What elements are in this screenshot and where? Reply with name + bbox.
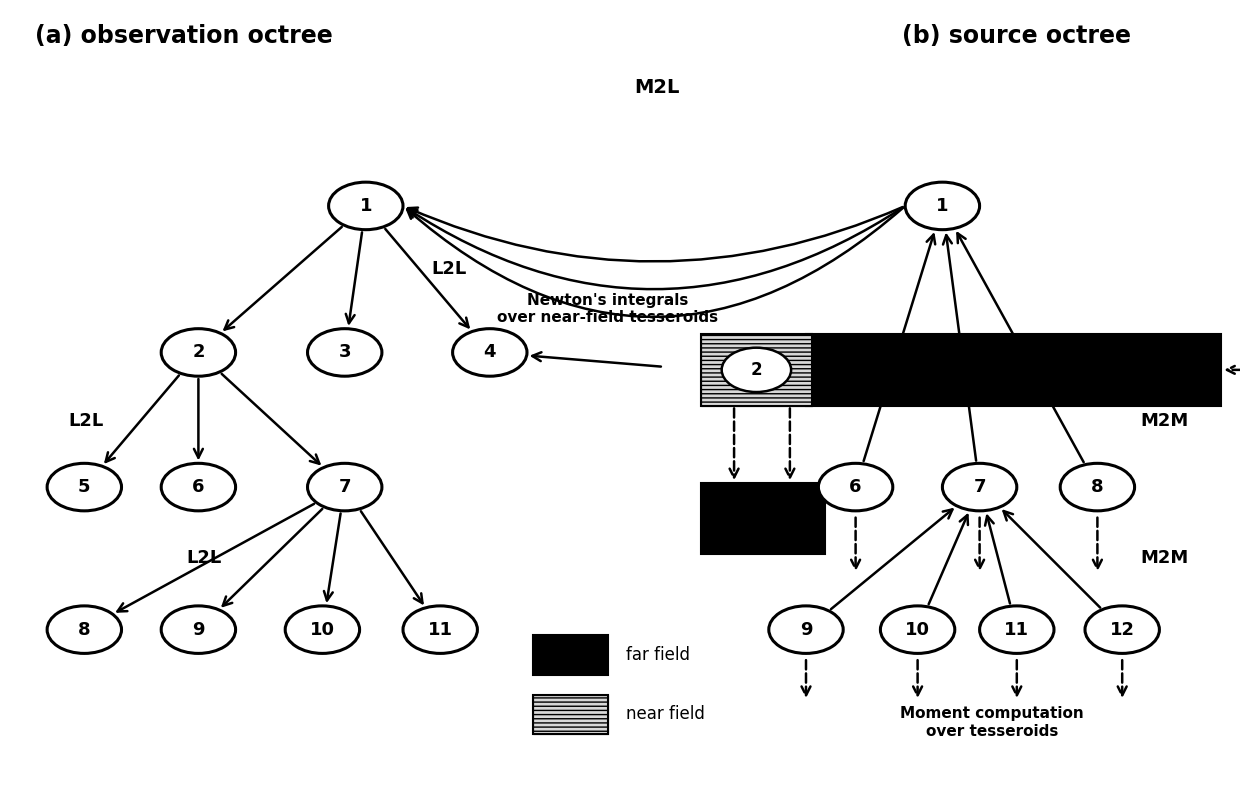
Text: 10: 10 <box>310 621 335 638</box>
Circle shape <box>308 329 382 376</box>
Circle shape <box>47 463 122 511</box>
Circle shape <box>905 182 980 230</box>
Text: 3: 3 <box>339 344 351 361</box>
Circle shape <box>1085 606 1159 653</box>
Text: 5: 5 <box>78 478 91 496</box>
Text: 2: 2 <box>192 344 205 361</box>
Circle shape <box>818 463 893 511</box>
Circle shape <box>880 606 955 653</box>
FancyBboxPatch shape <box>701 483 825 554</box>
Circle shape <box>161 329 236 376</box>
Text: (b) source octree: (b) source octree <box>903 24 1131 48</box>
Text: 7: 7 <box>973 478 986 496</box>
Circle shape <box>329 182 403 230</box>
FancyBboxPatch shape <box>701 334 812 406</box>
Text: M2L: M2L <box>635 78 680 97</box>
Text: near field: near field <box>626 706 706 723</box>
Circle shape <box>285 606 360 653</box>
Text: M2M: M2M <box>1141 550 1189 567</box>
Text: 9: 9 <box>192 621 205 638</box>
Circle shape <box>1060 463 1135 511</box>
FancyBboxPatch shape <box>533 635 608 675</box>
Text: 9: 9 <box>800 621 812 638</box>
Circle shape <box>161 606 236 653</box>
Text: 10: 10 <box>905 621 930 638</box>
Text: 7: 7 <box>339 478 351 496</box>
Circle shape <box>403 606 477 653</box>
Text: 1: 1 <box>360 197 372 215</box>
Text: Moment computation
over tesseroids: Moment computation over tesseroids <box>900 706 1084 738</box>
FancyBboxPatch shape <box>533 695 608 734</box>
Text: 1: 1 <box>936 197 949 215</box>
Circle shape <box>980 606 1054 653</box>
Circle shape <box>161 463 236 511</box>
Text: L2L: L2L <box>432 261 466 278</box>
Text: 4: 4 <box>484 344 496 361</box>
Text: L2L: L2L <box>68 413 103 430</box>
Circle shape <box>769 606 843 653</box>
Text: 2: 2 <box>750 361 763 379</box>
Text: 6: 6 <box>192 478 205 496</box>
Text: (a) observation octree: (a) observation octree <box>35 24 332 48</box>
Circle shape <box>453 329 527 376</box>
Circle shape <box>722 348 791 392</box>
Text: L2L: L2L <box>186 550 221 567</box>
Text: Newton's integrals
over near-field tesseroids: Newton's integrals over near-field tesse… <box>497 293 718 325</box>
Circle shape <box>308 463 382 511</box>
Text: 12: 12 <box>1110 621 1135 638</box>
FancyBboxPatch shape <box>806 334 1221 406</box>
Text: 6: 6 <box>849 478 862 496</box>
Text: M2M: M2M <box>1141 413 1189 430</box>
Circle shape <box>47 606 122 653</box>
Text: 11: 11 <box>428 621 453 638</box>
Text: far field: far field <box>626 646 691 664</box>
Text: 8: 8 <box>78 621 91 638</box>
Circle shape <box>942 463 1017 511</box>
Text: 8: 8 <box>1091 478 1104 496</box>
Text: 11: 11 <box>1004 621 1029 638</box>
